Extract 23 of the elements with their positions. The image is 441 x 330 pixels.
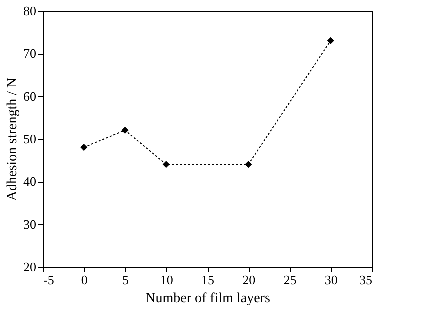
x-tick-label: 20 [242, 272, 256, 288]
y-tick-label: 80 [24, 4, 36, 18]
x-tick-label: 5 [122, 272, 129, 288]
y-tick-label: 30 [24, 216, 36, 232]
x-tick-label: 30 [324, 272, 338, 288]
point [122, 126, 129, 134]
y-axis-title: Adhesion strength / N [6, 78, 20, 202]
x-axis-title: Number of film layers [146, 292, 270, 306]
y-tick-label: 60 [24, 88, 36, 104]
point [327, 37, 334, 44]
x-tick-label: 35 [360, 272, 372, 288]
point [162, 161, 170, 168]
point [80, 144, 88, 152]
y-tick-label: 50 [24, 132, 36, 146]
x-tick-label: 10 [160, 272, 174, 288]
y-tick-label: 70 [24, 46, 36, 62]
x-tick-label: 15 [202, 272, 214, 288]
x-tick-label: 0 [81, 272, 88, 288]
point [245, 161, 252, 168]
y-tick-label: 20 [24, 260, 36, 274]
x-tick-label: 25 [284, 272, 297, 288]
x-tick-label: -5 [44, 272, 54, 288]
y-tick-label: 40 [24, 174, 36, 190]
